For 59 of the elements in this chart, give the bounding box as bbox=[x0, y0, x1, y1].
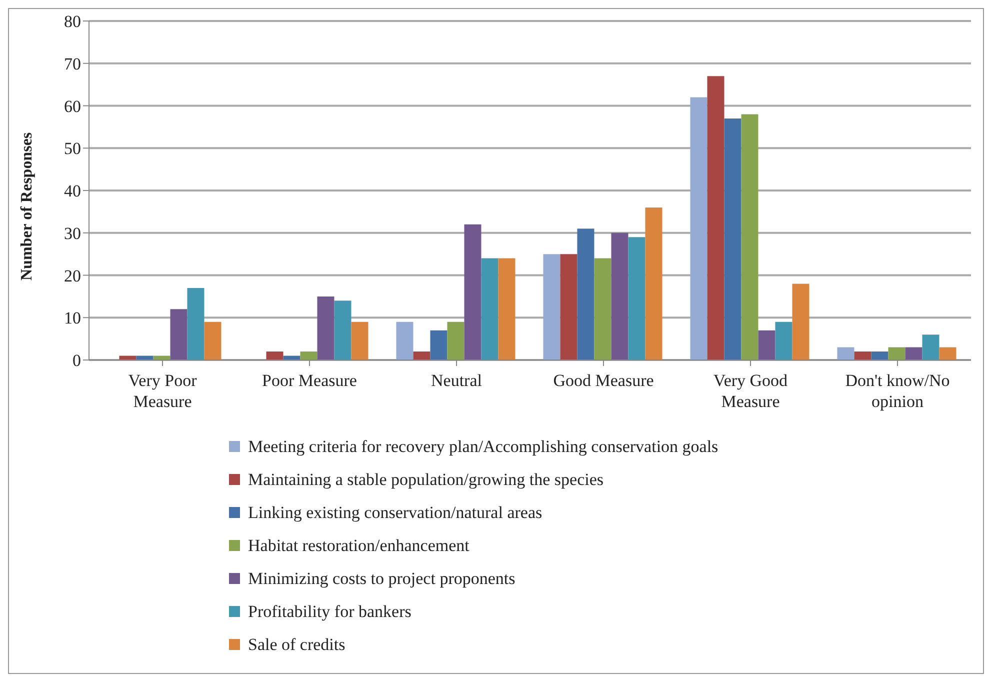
bar bbox=[939, 347, 956, 360]
legend-label: Linking existing conservation/natural areas bbox=[248, 502, 542, 522]
y-tick-label: 40 bbox=[64, 182, 81, 201]
y-tick-label: 30 bbox=[64, 224, 81, 243]
legend-label: Minimizing costs to project proponents bbox=[248, 568, 516, 588]
bar bbox=[577, 228, 594, 360]
y-axis-title: Number of Responses bbox=[18, 132, 36, 280]
x-tick-label: Poor Measure bbox=[262, 371, 357, 390]
y-tick-label: 70 bbox=[64, 54, 81, 74]
bar bbox=[300, 352, 318, 360]
bar bbox=[837, 347, 854, 360]
bar bbox=[447, 322, 464, 360]
legend-label: Profitability for bankers bbox=[248, 602, 412, 622]
bar bbox=[888, 347, 906, 360]
bar bbox=[775, 322, 792, 360]
bar bbox=[464, 224, 482, 360]
x-tick-label: Don't know/No opinion bbox=[845, 371, 950, 411]
bar bbox=[396, 322, 414, 360]
bar bbox=[724, 118, 742, 360]
bar bbox=[351, 322, 368, 360]
bar bbox=[741, 114, 758, 360]
bar bbox=[645, 207, 662, 360]
x-tick-label: Neutral bbox=[431, 371, 482, 390]
legend-label: Habitat restoration/enhancement bbox=[248, 536, 470, 556]
bar bbox=[905, 347, 922, 360]
bar bbox=[792, 284, 810, 360]
y-tick-label: 10 bbox=[64, 308, 81, 328]
bar bbox=[498, 258, 516, 360]
bar bbox=[628, 237, 646, 360]
bar bbox=[560, 254, 578, 360]
bar bbox=[707, 76, 724, 360]
bar bbox=[430, 330, 448, 360]
bar bbox=[594, 258, 612, 360]
bar bbox=[543, 254, 560, 360]
y-tick-label: 80 bbox=[64, 12, 81, 32]
bar bbox=[170, 309, 188, 360]
x-tick-label: Good Measure bbox=[553, 371, 654, 390]
bar bbox=[922, 334, 940, 360]
legend-label: Meeting criteria for recovery plan/Accomplishing conservation goals bbox=[248, 436, 718, 456]
bar bbox=[204, 322, 222, 360]
y-tick-label: 0 bbox=[72, 351, 81, 370]
x-tick-label: Very Good Measure bbox=[713, 371, 788, 411]
bar bbox=[854, 352, 872, 360]
y-tick-label: 50 bbox=[64, 139, 81, 158]
bar bbox=[758, 330, 776, 360]
bar bbox=[334, 300, 352, 360]
bar bbox=[611, 232, 628, 360]
legend-label: Maintaining a stable population/growing the species bbox=[248, 470, 604, 490]
bar bbox=[413, 352, 430, 360]
bar bbox=[690, 97, 708, 360]
bar bbox=[871, 352, 888, 360]
x-tick-label: Very Poor Measure bbox=[128, 371, 198, 411]
legend-label: Sale of credits bbox=[248, 634, 346, 654]
y-tick-label: 20 bbox=[64, 266, 81, 286]
bar bbox=[481, 258, 498, 360]
y-tick-label: 60 bbox=[64, 96, 81, 116]
bar bbox=[317, 296, 334, 360]
bar bbox=[187, 288, 204, 360]
bar bbox=[266, 352, 284, 360]
